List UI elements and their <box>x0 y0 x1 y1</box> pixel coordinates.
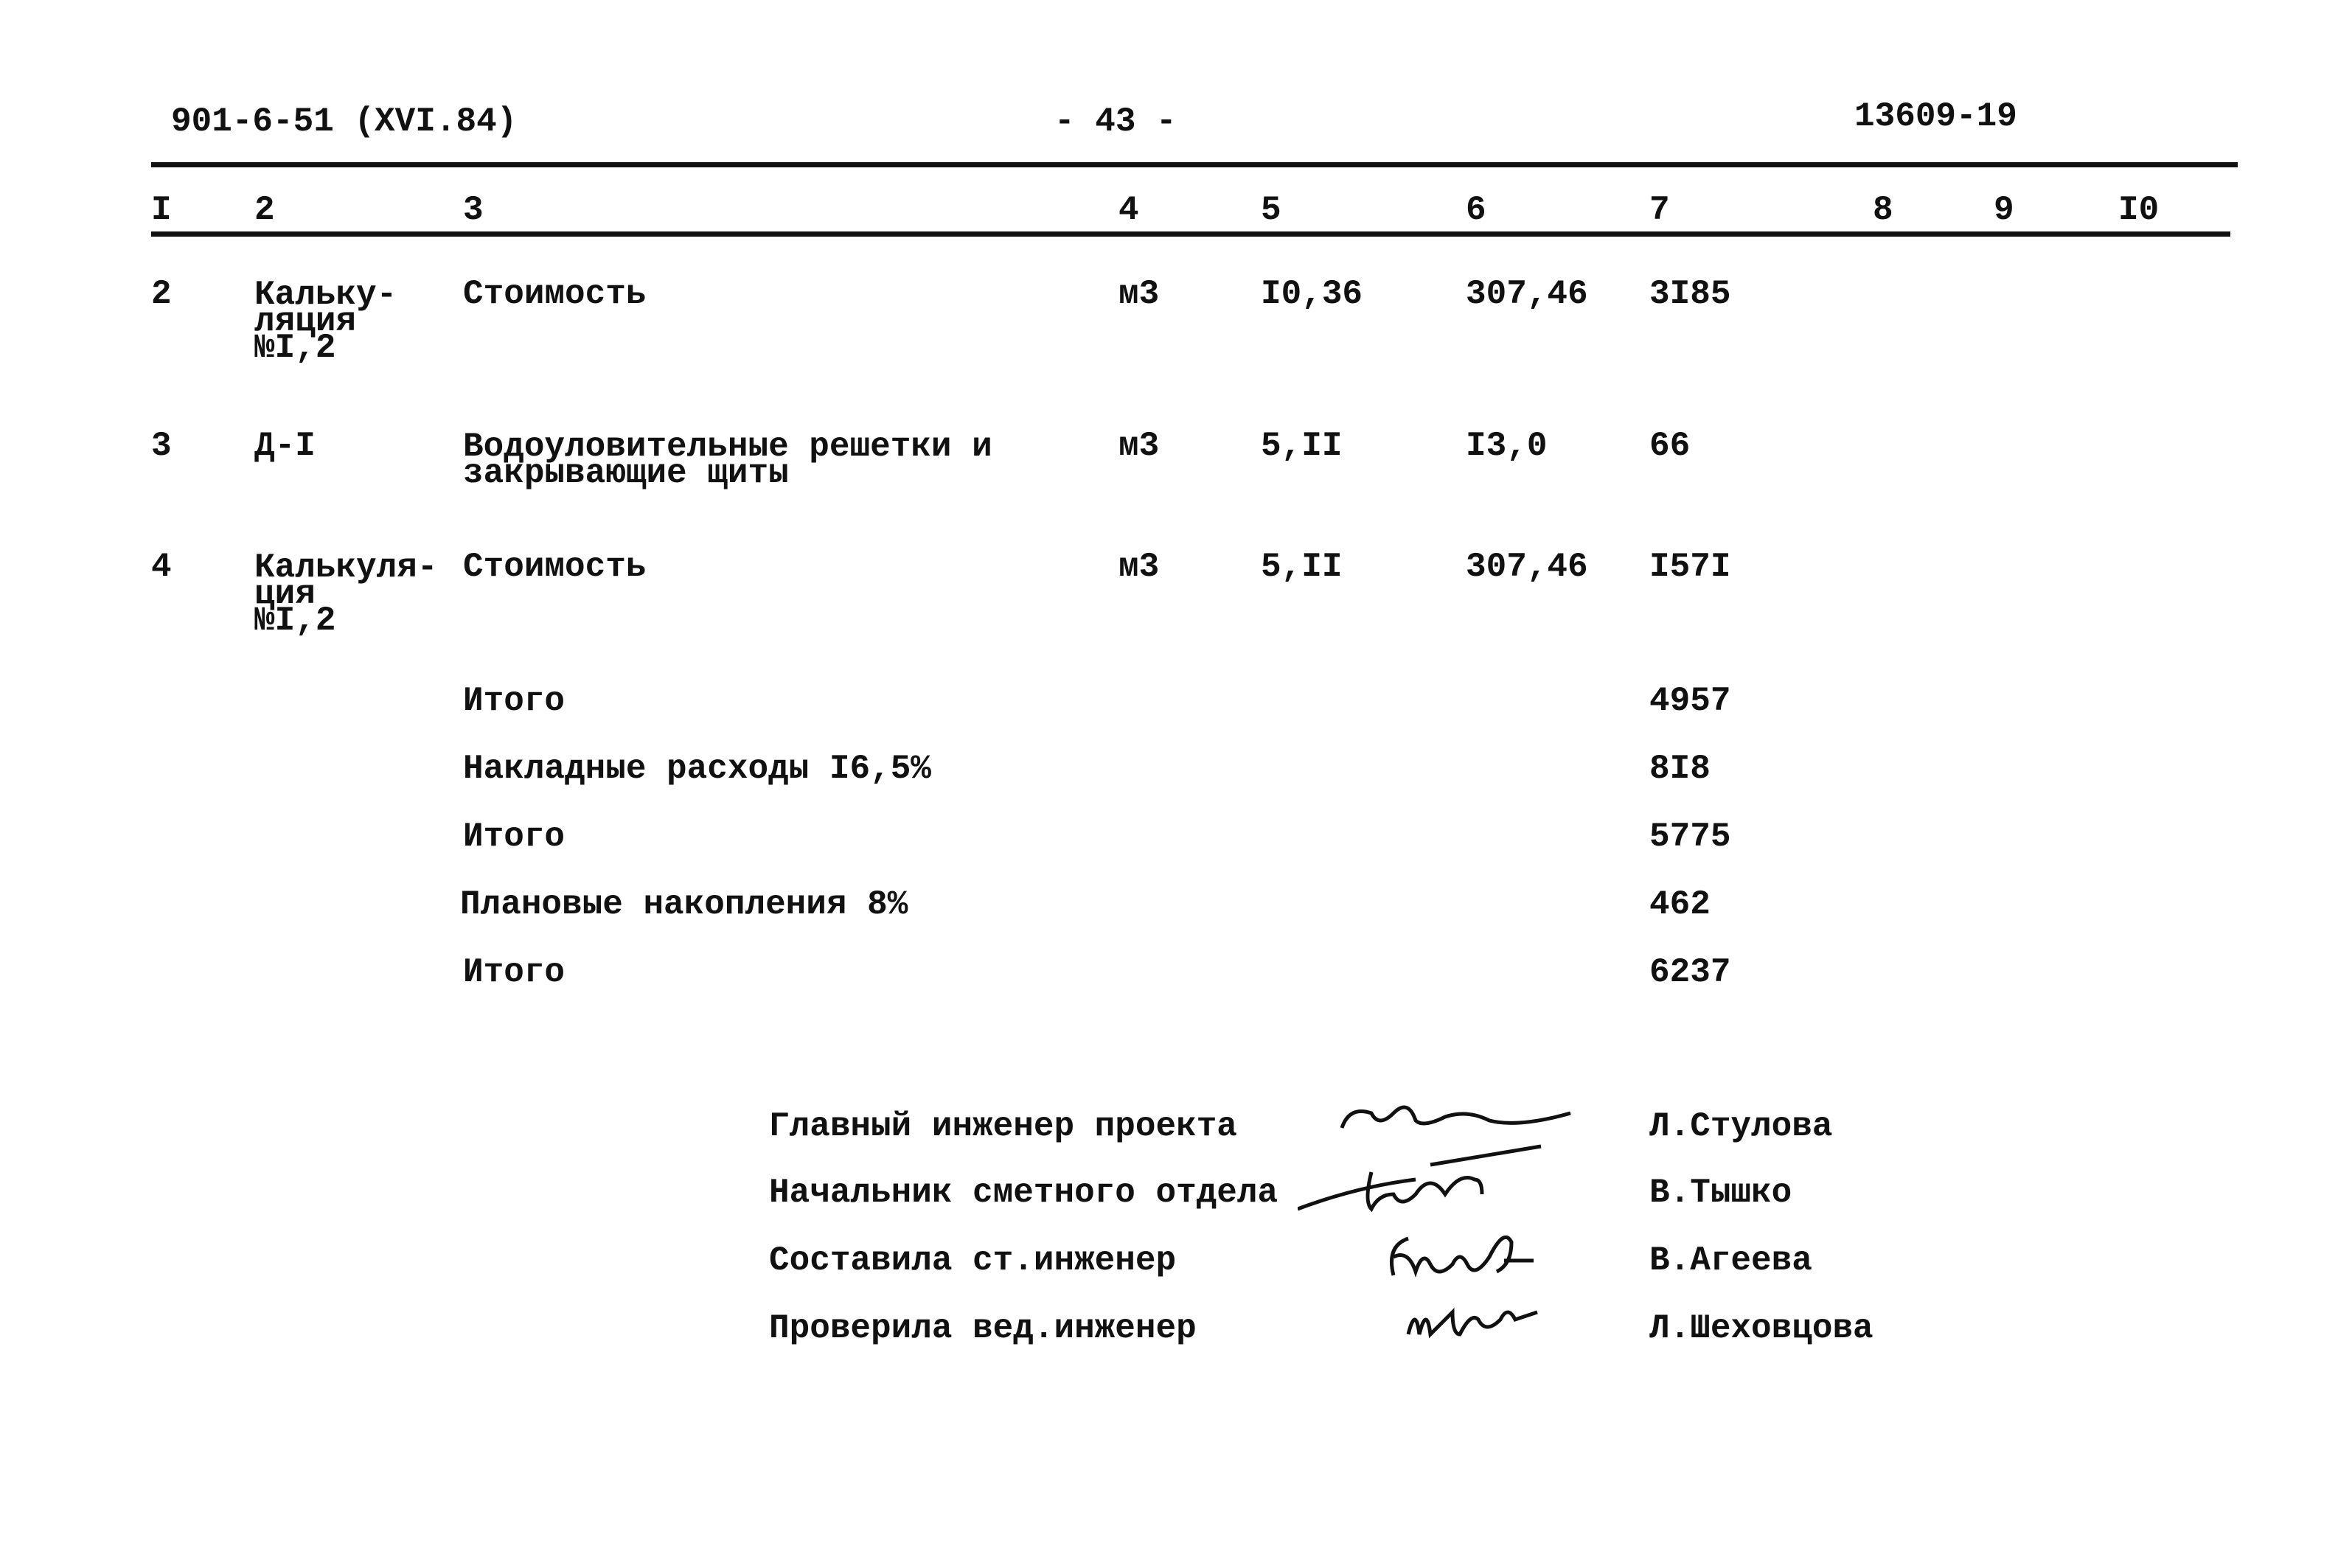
row-name: Водоуловительные решетки и закрывающие щ… <box>463 428 992 492</box>
row-total: 3I85 <box>1649 275 1731 313</box>
row-unit: м3 <box>1118 275 1160 313</box>
col-header-4: 4 <box>1118 191 1139 229</box>
col-header-9: 9 <box>1994 191 2014 229</box>
planned-savings-label: Плановые накопления 8% <box>460 885 908 924</box>
signature-name: Л.Шеховцова <box>1649 1309 1873 1348</box>
row-number: 2 <box>151 275 172 313</box>
handwritten-signature <box>1298 1144 1542 1213</box>
handwritten-signature <box>1406 1307 1538 1339</box>
row-qty: I0,36 <box>1261 275 1363 313</box>
total-label: Итого <box>463 818 566 856</box>
row-name: Стоимость <box>463 275 647 313</box>
row-basis: Кальку- ляция №I,2 <box>254 276 397 367</box>
col-header-7: 7 <box>1649 191 1670 229</box>
signature-name: В.Тышко <box>1649 1174 1792 1212</box>
row-qty: 5,II <box>1261 548 1343 586</box>
handwritten-signature <box>1390 1235 1534 1278</box>
col-header-2: 2 <box>254 191 275 229</box>
col-header-10: I0 <box>2118 191 2160 229</box>
doc-code: 901-6-51 (XVI.84) <box>171 102 518 141</box>
signature-name: Л.Стулова <box>1649 1107 1833 1146</box>
page-number: - 43 - <box>1054 102 1177 141</box>
top-rule <box>151 162 2238 167</box>
row-price: 307,46 <box>1466 275 1588 313</box>
row-qty: 5,II <box>1261 427 1343 465</box>
signature-role: Начальник сметного отдела <box>769 1174 1278 1212</box>
planned-savings-value: 462 <box>1649 885 1711 924</box>
handwritten-signature <box>1340 1105 1571 1129</box>
col-header-5: 5 <box>1261 191 1281 229</box>
total-value: 5775 <box>1649 818 1731 856</box>
row-basis: Д-I <box>254 427 316 465</box>
sheet-number: 13609-19 <box>1854 97 2017 136</box>
grand-total-value: 6237 <box>1649 953 1731 992</box>
signature-role: Составила ст.инженер <box>769 1241 1177 1280</box>
row-total: 66 <box>1649 427 1691 465</box>
total-label: Итого <box>463 682 566 720</box>
overhead-label: Накладные расходы I6,5% <box>463 750 931 788</box>
col-header-8: 8 <box>1873 191 1893 229</box>
row-price: 307,46 <box>1466 548 1588 586</box>
grand-total-label: Итого <box>463 953 566 992</box>
row-unit: м3 <box>1118 427 1160 465</box>
row-name: Стоимость <box>463 548 647 586</box>
header-rule <box>151 231 2230 237</box>
signature-role: Главный инженер проекта <box>769 1107 1237 1146</box>
col-header-6: 6 <box>1466 191 1486 229</box>
signature-name: В.Агеева <box>1649 1241 1812 1280</box>
col-header-1: I <box>151 191 172 229</box>
row-price: I3,0 <box>1466 427 1548 465</box>
row-unit: м3 <box>1118 548 1160 586</box>
row-number: 3 <box>151 427 172 465</box>
row-number: 4 <box>151 548 172 586</box>
row-basis: Калькуля- ция №I,2 <box>254 548 438 640</box>
col-header-3: 3 <box>463 191 484 229</box>
row-total: I57I <box>1649 548 1731 586</box>
overhead-value: 8I8 <box>1649 750 1711 788</box>
total-value: 4957 <box>1649 682 1731 720</box>
signature-role: Проверила вед.инженер <box>769 1309 1197 1348</box>
